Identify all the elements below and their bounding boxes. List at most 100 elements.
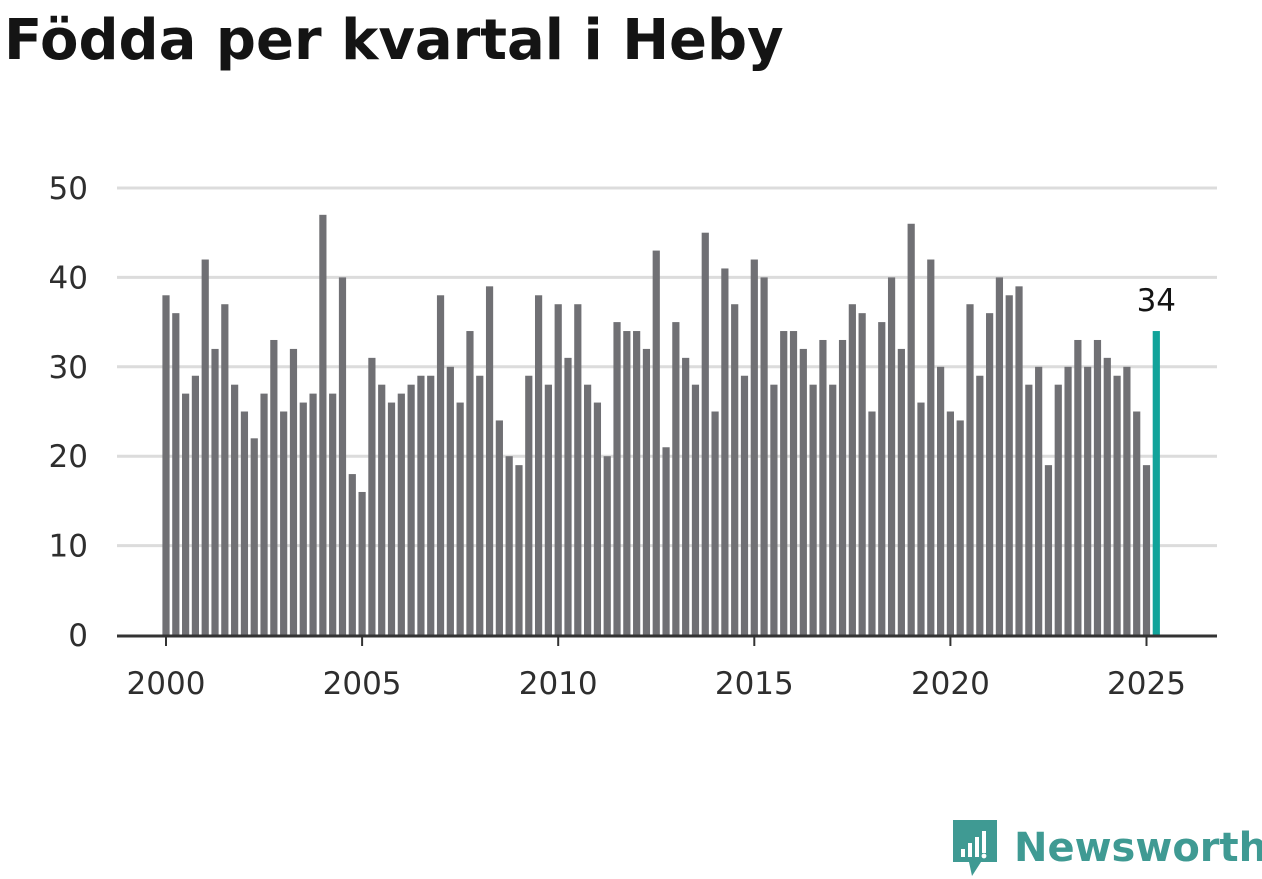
bar	[329, 393, 337, 635]
bar	[211, 348, 219, 635]
bar-highlighted	[1152, 331, 1160, 635]
bar	[427, 375, 435, 635]
y-tick-label: 50	[49, 171, 88, 207]
bar	[1064, 366, 1072, 635]
bar	[1142, 465, 1151, 635]
bar	[299, 402, 307, 635]
bar	[1074, 339, 1082, 635]
bar	[368, 357, 376, 635]
bar	[1103, 357, 1111, 635]
bar	[525, 375, 533, 635]
bar	[407, 384, 415, 635]
bar	[1025, 384, 1033, 635]
bar	[270, 339, 278, 635]
bar	[613, 322, 621, 635]
bars	[162, 214, 1160, 635]
x-tick-label: 2020	[911, 666, 990, 702]
bar	[534, 295, 543, 635]
bar	[770, 384, 778, 635]
bar	[789, 331, 798, 635]
bar	[309, 393, 317, 635]
y-axis-ticks: 0 10 20 30 40 50	[49, 171, 88, 654]
bar	[1133, 411, 1141, 635]
bar	[260, 393, 268, 635]
bar	[554, 304, 562, 635]
bar	[338, 277, 347, 635]
bar	[731, 304, 739, 635]
last-value-label: 34	[1137, 283, 1176, 319]
bar	[760, 277, 768, 635]
bar	[387, 402, 396, 635]
bar	[1113, 375, 1121, 635]
bar	[162, 295, 170, 635]
bar	[633, 331, 641, 635]
bar	[1084, 366, 1092, 635]
bar	[250, 438, 258, 635]
bar	[593, 402, 602, 635]
bar	[495, 420, 503, 635]
x-axis-ticks: 2000 2005 2010 2015 2020 2025	[127, 636, 1186, 702]
bar	[358, 491, 366, 635]
bar	[652, 250, 660, 635]
bar	[740, 375, 749, 635]
bar	[701, 232, 709, 635]
bar	[172, 313, 180, 635]
bar	[1123, 366, 1131, 635]
bar	[280, 411, 288, 635]
bar	[819, 339, 827, 635]
bar	[691, 384, 700, 635]
bar	[868, 411, 876, 635]
bar	[780, 331, 788, 635]
bar	[721, 268, 729, 635]
bar	[966, 304, 974, 635]
x-tick-label: 2015	[715, 666, 794, 702]
bar	[456, 402, 464, 635]
newsworthy-logo-icon	[953, 820, 997, 876]
bar	[348, 474, 356, 635]
bar	[1054, 384, 1062, 635]
brand: Newsworthy	[950, 818, 1262, 878]
bar	[584, 384, 592, 635]
bar	[1093, 339, 1102, 635]
bar	[417, 375, 425, 635]
y-tick-label: 30	[49, 350, 88, 386]
annotations: 34	[1134, 280, 1179, 322]
chart-title: Födda per kvartal i Heby	[4, 8, 784, 73]
bar	[574, 304, 582, 635]
bar	[711, 411, 719, 635]
bar	[937, 366, 945, 635]
bar	[289, 348, 298, 635]
bar	[1035, 366, 1043, 635]
bar	[623, 331, 631, 635]
bar	[603, 456, 611, 635]
bar	[799, 348, 807, 635]
y-tick-label: 40	[49, 260, 88, 296]
bar	[838, 339, 847, 635]
bar	[887, 277, 896, 635]
bar	[682, 357, 690, 635]
bar	[466, 331, 474, 635]
y-tick-label: 20	[49, 439, 88, 475]
bar	[907, 223, 915, 635]
brand-name: Newsworthy	[1014, 825, 1262, 871]
bar	[436, 295, 445, 635]
bar	[397, 393, 405, 635]
x-tick-label: 2005	[323, 666, 402, 702]
bar	[1015, 286, 1023, 635]
bar	[564, 357, 572, 635]
bar	[378, 384, 386, 635]
bar	[976, 375, 984, 635]
x-tick-label: 2025	[1107, 666, 1186, 702]
bar	[319, 214, 327, 635]
bar	[946, 411, 954, 635]
bar	[995, 277, 1004, 635]
bar	[878, 322, 886, 635]
x-tick-label: 2010	[519, 666, 598, 702]
bar	[221, 304, 229, 635]
bar	[927, 259, 935, 635]
bar	[544, 384, 552, 635]
bar	[917, 402, 925, 635]
bar	[476, 375, 484, 635]
bar	[1044, 465, 1053, 635]
